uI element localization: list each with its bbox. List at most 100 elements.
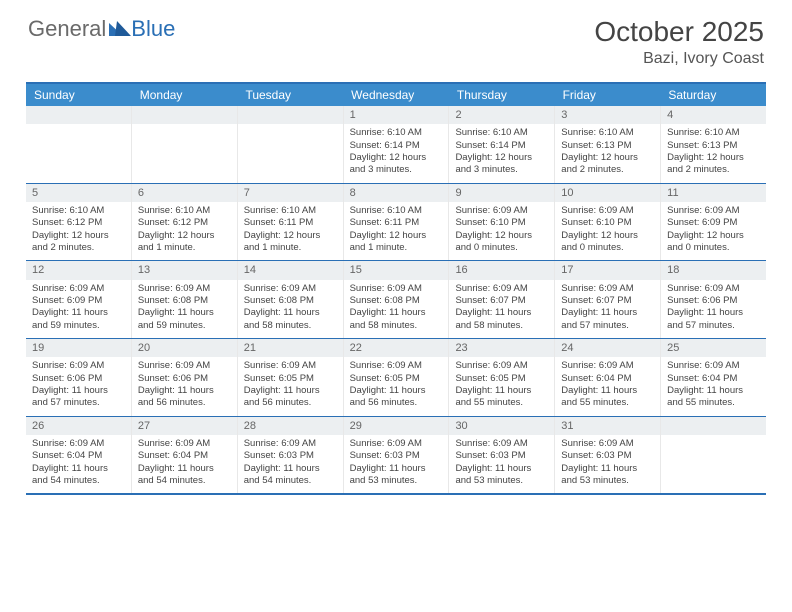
day-cell-body: Sunrise: 6:09 AMSunset: 6:06 PMDaylight:… (661, 280, 766, 338)
daylight-text: Daylight: 12 hours and 0 minutes. (455, 230, 548, 255)
week-row: 26Sunrise: 6:09 AMSunset: 6:04 PMDayligh… (26, 417, 766, 496)
logo-icon (109, 16, 131, 42)
sunrise-text: Sunrise: 6:09 AM (455, 205, 548, 217)
day-cell: 24Sunrise: 6:09 AMSunset: 6:04 PMDayligh… (555, 339, 661, 416)
sunrise-text: Sunrise: 6:10 AM (667, 127, 760, 139)
day-cell-body: Sunrise: 6:09 AMSunset: 6:03 PMDaylight:… (238, 435, 343, 493)
logo: General Blue (28, 16, 175, 42)
day-number: 30 (449, 417, 554, 435)
day-cell-body: Sunrise: 6:09 AMSunset: 6:09 PMDaylight:… (661, 202, 766, 260)
day-number: 8 (344, 184, 449, 202)
sunset-text: Sunset: 6:07 PM (561, 295, 654, 307)
day-cell: 21Sunrise: 6:09 AMSunset: 6:05 PMDayligh… (238, 339, 344, 416)
day-cell-body: Sunrise: 6:09 AMSunset: 6:07 PMDaylight:… (555, 280, 660, 338)
day-number: 13 (132, 261, 237, 279)
day-number: 10 (555, 184, 660, 202)
day-cell: 20Sunrise: 6:09 AMSunset: 6:06 PMDayligh… (132, 339, 238, 416)
day-number: 19 (26, 339, 131, 357)
page-header: General Blue October 2025 Bazi, Ivory Co… (0, 0, 792, 76)
sunrise-text: Sunrise: 6:09 AM (455, 283, 548, 295)
sunrise-text: Sunrise: 6:09 AM (455, 438, 548, 450)
day-cell: 18Sunrise: 6:09 AMSunset: 6:06 PMDayligh… (661, 261, 766, 338)
day-number: 1 (344, 106, 449, 124)
sunset-text: Sunset: 6:09 PM (32, 295, 125, 307)
daylight-text: Daylight: 11 hours and 56 minutes. (138, 385, 231, 410)
sunrise-text: Sunrise: 6:10 AM (32, 205, 125, 217)
location-label: Bazi, Ivory Coast (594, 50, 764, 68)
day-number: 14 (238, 261, 343, 279)
day-cell (26, 106, 132, 183)
day-cell-body: Sunrise: 6:09 AMSunset: 6:04 PMDaylight:… (26, 435, 131, 493)
day-cell-body: Sunrise: 6:09 AMSunset: 6:06 PMDaylight:… (132, 357, 237, 415)
day-cell-body: Sunrise: 6:09 AMSunset: 6:05 PMDaylight:… (238, 357, 343, 415)
sunset-text: Sunset: 6:09 PM (667, 217, 760, 229)
day-cell-body: Sunrise: 6:09 AMSunset: 6:08 PMDaylight:… (344, 280, 449, 338)
day-number: 21 (238, 339, 343, 357)
sunrise-text: Sunrise: 6:10 AM (350, 127, 443, 139)
day-number (238, 106, 343, 124)
day-cell-body (132, 124, 237, 182)
sunset-text: Sunset: 6:05 PM (350, 373, 443, 385)
day-cell-body: Sunrise: 6:09 AMSunset: 6:03 PMDaylight:… (344, 435, 449, 493)
day-number: 11 (661, 184, 766, 202)
sunrise-text: Sunrise: 6:09 AM (32, 360, 125, 372)
day-cell: 5Sunrise: 6:10 AMSunset: 6:12 PMDaylight… (26, 184, 132, 261)
day-number: 6 (132, 184, 237, 202)
day-header: Tuesday (237, 84, 343, 106)
day-number: 12 (26, 261, 131, 279)
day-cell-body: Sunrise: 6:09 AMSunset: 6:04 PMDaylight:… (661, 357, 766, 415)
day-cell: 10Sunrise: 6:09 AMSunset: 6:10 PMDayligh… (555, 184, 661, 261)
day-cell: 26Sunrise: 6:09 AMSunset: 6:04 PMDayligh… (26, 417, 132, 494)
daylight-text: Daylight: 12 hours and 0 minutes. (667, 230, 760, 255)
day-cell: 1Sunrise: 6:10 AMSunset: 6:14 PMDaylight… (344, 106, 450, 183)
day-number: 2 (449, 106, 554, 124)
daylight-text: Daylight: 11 hours and 55 minutes. (667, 385, 760, 410)
sunset-text: Sunset: 6:06 PM (138, 373, 231, 385)
sunrise-text: Sunrise: 6:09 AM (32, 438, 125, 450)
sunrise-text: Sunrise: 6:09 AM (244, 283, 337, 295)
day-cell: 17Sunrise: 6:09 AMSunset: 6:07 PMDayligh… (555, 261, 661, 338)
sunset-text: Sunset: 6:04 PM (561, 373, 654, 385)
day-number: 28 (238, 417, 343, 435)
sunrise-text: Sunrise: 6:09 AM (667, 283, 760, 295)
day-number: 29 (344, 417, 449, 435)
day-cell-body: Sunrise: 6:09 AMSunset: 6:06 PMDaylight:… (26, 357, 131, 415)
sunset-text: Sunset: 6:12 PM (32, 217, 125, 229)
day-cell-body: Sunrise: 6:09 AMSunset: 6:05 PMDaylight:… (449, 357, 554, 415)
day-cell-body: Sunrise: 6:09 AMSunset: 6:05 PMDaylight:… (344, 357, 449, 415)
day-cell: 28Sunrise: 6:09 AMSunset: 6:03 PMDayligh… (238, 417, 344, 494)
sunrise-text: Sunrise: 6:09 AM (244, 438, 337, 450)
week-row: 1Sunrise: 6:10 AMSunset: 6:14 PMDaylight… (26, 106, 766, 184)
day-number: 16 (449, 261, 554, 279)
day-number: 31 (555, 417, 660, 435)
month-title: October 2025 (594, 16, 764, 48)
daylight-text: Daylight: 11 hours and 58 minutes. (244, 307, 337, 332)
sunset-text: Sunset: 6:07 PM (455, 295, 548, 307)
day-cell: 15Sunrise: 6:09 AMSunset: 6:08 PMDayligh… (344, 261, 450, 338)
daylight-text: Daylight: 11 hours and 57 minutes. (32, 385, 125, 410)
day-header: Wednesday (343, 84, 449, 106)
sunrise-text: Sunrise: 6:09 AM (667, 360, 760, 372)
day-cell-body (26, 124, 131, 182)
day-cell-body: Sunrise: 6:09 AMSunset: 6:04 PMDaylight:… (555, 357, 660, 415)
sunrise-text: Sunrise: 6:10 AM (455, 127, 548, 139)
day-cell: 25Sunrise: 6:09 AMSunset: 6:04 PMDayligh… (661, 339, 766, 416)
day-header: Friday (555, 84, 661, 106)
daylight-text: Daylight: 11 hours and 59 minutes. (138, 307, 231, 332)
sunrise-text: Sunrise: 6:09 AM (244, 360, 337, 372)
day-cell-body: Sunrise: 6:10 AMSunset: 6:14 PMDaylight:… (344, 124, 449, 182)
day-number: 18 (661, 261, 766, 279)
daylight-text: Daylight: 11 hours and 56 minutes. (244, 385, 337, 410)
daylight-text: Daylight: 12 hours and 3 minutes. (350, 152, 443, 177)
day-number: 23 (449, 339, 554, 357)
sunset-text: Sunset: 6:06 PM (32, 373, 125, 385)
day-number: 15 (344, 261, 449, 279)
day-cell-body: Sunrise: 6:10 AMSunset: 6:12 PMDaylight:… (132, 202, 237, 260)
day-number: 27 (132, 417, 237, 435)
sunset-text: Sunset: 6:05 PM (244, 373, 337, 385)
day-number: 5 (26, 184, 131, 202)
day-header-row: Sunday Monday Tuesday Wednesday Thursday… (26, 84, 766, 106)
day-number (26, 106, 131, 124)
day-cell: 8Sunrise: 6:10 AMSunset: 6:11 PMDaylight… (344, 184, 450, 261)
daylight-text: Daylight: 11 hours and 58 minutes. (350, 307, 443, 332)
